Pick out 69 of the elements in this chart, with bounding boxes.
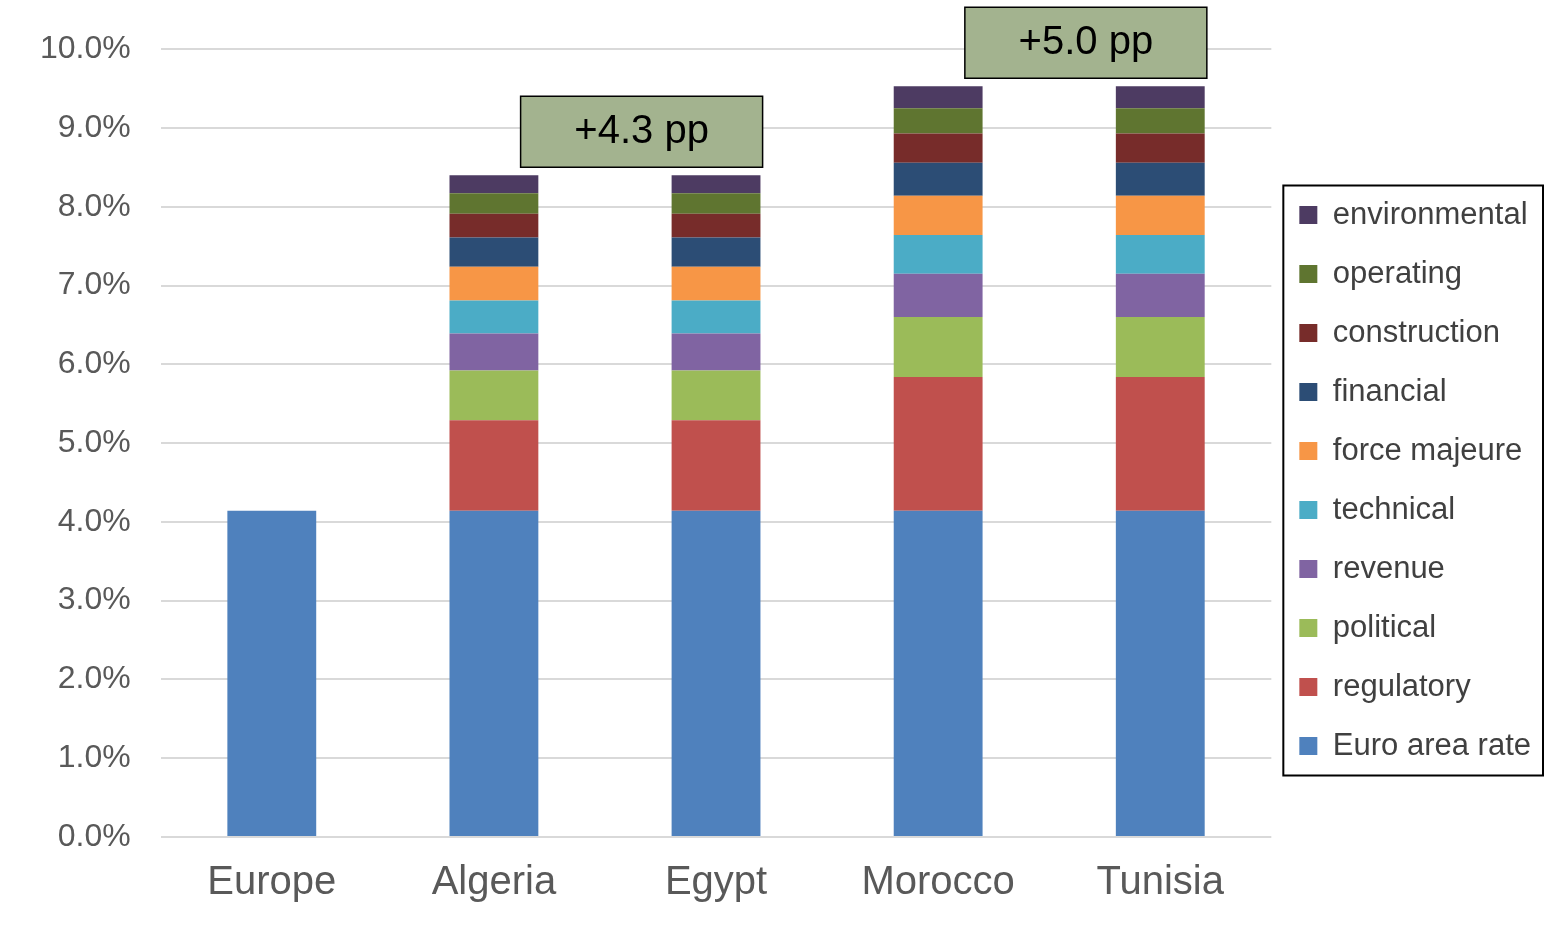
bar bbox=[449, 333, 539, 371]
legend-label: regulatory bbox=[1332, 667, 1472, 703]
bar bbox=[671, 175, 761, 194]
bar bbox=[1115, 510, 1205, 836]
bar bbox=[1115, 108, 1205, 134]
y-tick-label: 3.0% bbox=[57, 580, 131, 617]
bar bbox=[893, 108, 983, 134]
bar bbox=[671, 266, 761, 301]
legend-label: political bbox=[1332, 608, 1437, 644]
bar bbox=[1115, 273, 1205, 318]
bar bbox=[893, 235, 983, 274]
legend-label: force majeure bbox=[1332, 431, 1523, 467]
y-tick-label: 9.0% bbox=[57, 107, 131, 144]
bar bbox=[893, 510, 983, 836]
bar bbox=[671, 300, 761, 334]
bar bbox=[893, 376, 983, 511]
legend-label: environmental bbox=[1332, 195, 1528, 231]
bar bbox=[671, 370, 761, 421]
bar bbox=[1115, 195, 1205, 236]
x-tick-label: Egypt bbox=[664, 858, 768, 903]
bar bbox=[1115, 133, 1205, 163]
bar bbox=[1115, 86, 1205, 109]
x-tick-label: Algeria bbox=[431, 858, 557, 903]
bar bbox=[671, 213, 761, 238]
bar bbox=[671, 420, 761, 511]
x-tick-label: Tunisia bbox=[1096, 858, 1225, 903]
y-tick-label: 4.0% bbox=[57, 501, 131, 538]
y-tick-label: 7.0% bbox=[57, 265, 131, 302]
bar bbox=[893, 195, 983, 236]
legend-label: technical bbox=[1332, 490, 1456, 526]
bar bbox=[893, 317, 983, 377]
bar bbox=[893, 273, 983, 318]
y-tick-label: 10.0% bbox=[40, 29, 131, 66]
legend-label: financial bbox=[1332, 372, 1447, 408]
bar bbox=[449, 300, 539, 334]
y-tick-label: 2.0% bbox=[57, 659, 131, 696]
bar bbox=[1115, 317, 1205, 377]
bar bbox=[893, 133, 983, 163]
bar bbox=[671, 237, 761, 267]
legend-label: revenue bbox=[1332, 549, 1445, 585]
y-tick-label: 8.0% bbox=[57, 186, 131, 223]
y-tick-label: 5.0% bbox=[57, 422, 131, 459]
bar bbox=[893, 162, 983, 196]
bar bbox=[1115, 235, 1205, 274]
y-tick-label: 1.0% bbox=[57, 738, 131, 775]
annotation: +5.0 pp bbox=[1018, 17, 1154, 62]
bar bbox=[449, 213, 539, 238]
legend-label: construction bbox=[1332, 313, 1500, 349]
legend-label: Euro area rate bbox=[1332, 726, 1531, 762]
bar bbox=[449, 266, 539, 301]
bar bbox=[671, 510, 761, 836]
bar bbox=[227, 510, 317, 836]
bar bbox=[1115, 376, 1205, 511]
bar bbox=[449, 510, 539, 836]
y-tick-label: 6.0% bbox=[57, 344, 131, 381]
x-tick-label: Europe bbox=[207, 858, 337, 903]
legend-label: operating bbox=[1332, 254, 1463, 290]
bar bbox=[449, 193, 539, 214]
y-tick-label: 0.0% bbox=[57, 816, 131, 853]
bar bbox=[893, 86, 983, 109]
x-tick-label: Morocco bbox=[861, 858, 1015, 903]
bar bbox=[1115, 162, 1205, 196]
bar bbox=[449, 175, 539, 194]
bar bbox=[449, 370, 539, 421]
bar bbox=[449, 420, 539, 511]
bar bbox=[671, 193, 761, 214]
annotation: +4.3 pp bbox=[574, 106, 709, 151]
bar bbox=[671, 333, 761, 371]
bar bbox=[449, 237, 539, 267]
